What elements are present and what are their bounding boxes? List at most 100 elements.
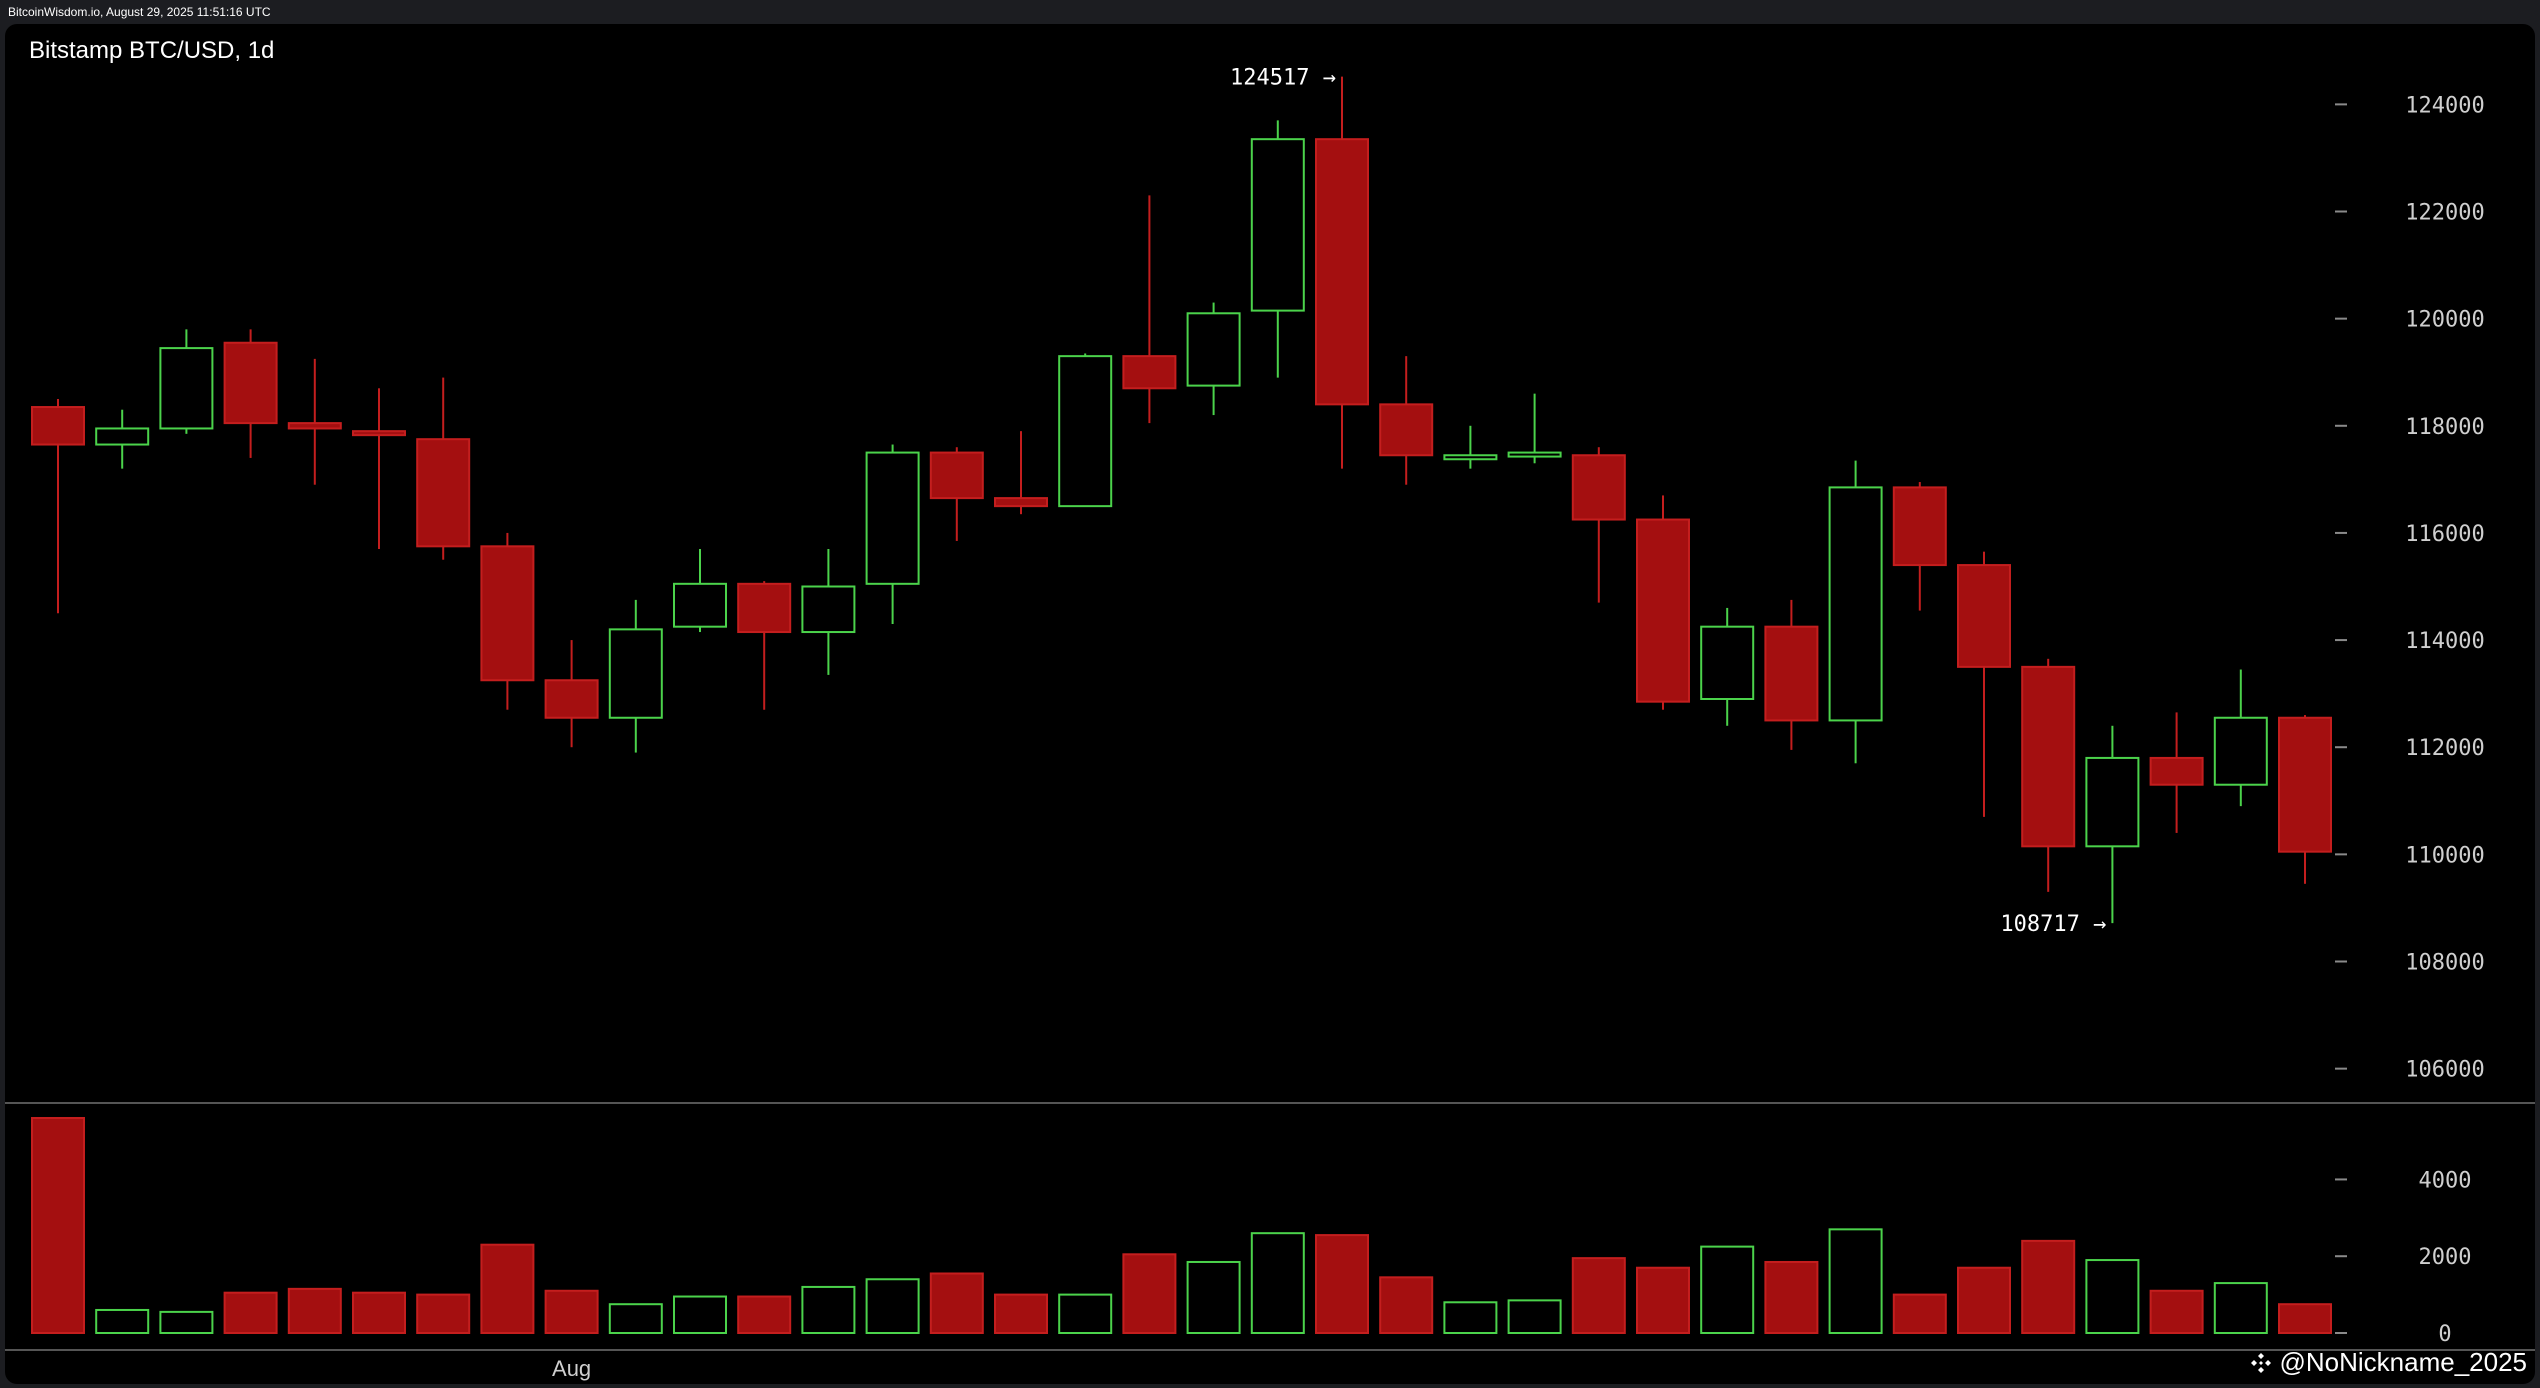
volume-bar [2085,1259,2140,1335]
price-tick-label: 112000 [2405,736,2484,761]
candle-body [1443,454,1498,461]
candle [929,447,984,541]
x-axis: Aug [552,1356,591,1381]
candle-body [1892,486,1947,567]
candle-body [416,438,471,548]
volume-bar [2278,1303,2332,1334]
candle [287,358,342,485]
candle [223,329,278,458]
price-tick-label: 122000 [2405,201,2484,226]
candle-body [287,422,342,430]
candle-body [1250,138,1305,312]
binance-logo-icon [2251,1352,2272,1373]
candle [2278,715,2332,884]
candle [352,388,406,549]
candle [1058,353,1113,508]
price-annotation: 124517 → [1230,66,1336,91]
candle-body [480,545,535,682]
candle [608,599,663,753]
candle [1122,195,1177,424]
volume-bar [737,1295,792,1334]
candle-body [1764,625,1819,722]
candle [994,431,1048,515]
candle-body [2085,756,2140,848]
volume-bar [673,1295,727,1334]
volume-bar [416,1293,471,1335]
volume-bar [1957,1266,2011,1335]
candle [1764,599,1819,750]
chart-canvas[interactable]: 124000 122000 120000 118000 116000 114000 1120… [5,24,2535,1384]
candle [1507,393,1562,464]
source-line: BitcoinWisdom.io, August 29, 2025 11:51:… [8,5,271,19]
volume-bar [1571,1257,1626,1334]
candle-body [2021,665,2076,848]
candle-body [994,497,1048,508]
volume-bar [865,1278,920,1334]
panel-separators [5,1102,2535,1351]
volume-bar [1122,1253,1177,1335]
volume-bar [352,1291,406,1334]
candle [865,444,920,624]
candle-body [2149,756,2204,786]
volume-tick-label: 2000 [2419,1245,2472,1270]
candle [1250,120,1305,378]
candle-body [1058,355,1113,508]
candle-body [1571,454,1626,521]
candlestick-series [31,76,2332,924]
candle-body [1957,564,2011,668]
volume-bar [1636,1266,1690,1335]
volume-bar [1315,1234,1369,1335]
candle [1315,76,1369,469]
volume-bar [287,1287,342,1335]
candle [1892,482,1947,611]
candle-body [159,347,214,430]
volume-bar [31,1117,85,1334]
volume-bar [929,1272,984,1335]
volume-bar [1700,1245,1755,1335]
candle [1443,425,1498,469]
volume-bar [159,1310,214,1334]
candle [480,532,535,710]
candle-body [1379,403,1434,457]
candle [737,581,792,710]
x-tick-label: Aug [552,1356,591,1381]
price-tick-label: 114000 [2405,629,2484,654]
volume-bar [2149,1289,2204,1334]
candle [1571,447,1626,603]
candle-body [737,582,792,634]
candle-body [929,451,984,500]
volume-axis: 4000 2000 0 [2335,1168,2471,1347]
watermark: @NoNickname_2025 [2249,1347,2527,1378]
price-annotation: 108717 → [2000,912,2106,937]
candle-body [95,427,150,446]
price-tick-label: 108000 [2405,951,2484,976]
volume-bar [1764,1260,1819,1335]
candle [2213,669,2268,807]
candle-body [1828,486,1883,722]
volume-bar [480,1243,535,1334]
candle [31,399,85,614]
price-tick-label: 120000 [2405,308,2484,333]
candle [673,549,727,633]
price-axis: 124000 122000 120000 118000 116000 114000 1120… [2335,93,2485,1083]
candle [2149,712,2204,833]
chart-panel: 124000 122000 120000 118000 116000 114000 1120… [5,24,2535,1384]
candle [544,640,599,748]
price-tick-label: 124000 [2405,93,2484,118]
volume-bar [2213,1282,2268,1334]
candle-body [352,430,406,437]
price-annotations: 124517 → 108717 → [1230,66,2106,937]
volume-bar [1250,1232,1305,1335]
candle-body [31,406,85,446]
candle-body [2278,716,2332,853]
watermark-text: @NoNickname_2025 [2279,1347,2527,1377]
candle [1828,460,1883,764]
volume-bar [1186,1260,1241,1335]
candle-body [1122,355,1177,390]
candle-body [544,679,599,719]
candle-body [801,585,856,634]
candle [2085,725,2140,924]
candle [159,329,214,434]
candle-body [1507,451,1562,458]
price-tick-label: 106000 [2405,1058,2484,1083]
